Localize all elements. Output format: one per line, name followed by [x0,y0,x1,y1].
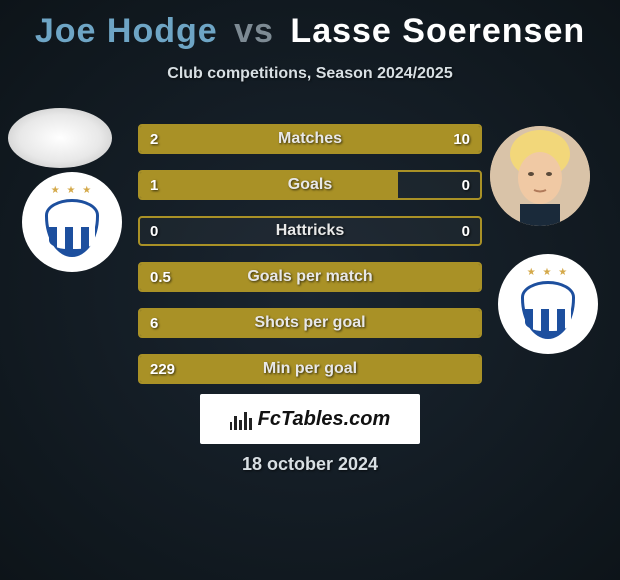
stat-label: Goals [140,172,480,198]
player2-avatar [490,126,590,226]
stat-bar: 229Min per goal [138,354,482,384]
player1-name: Joe Hodge [35,12,218,50]
stat-label: Shots per goal [140,310,480,336]
crest-stars-icon: ★ ★ ★ [37,185,107,196]
stat-bar: 0.5Goals per match [138,262,482,292]
stat-bar: 1Goals0 [138,170,482,200]
subtitle: Club competitions, Season 2024/2025 [0,65,620,83]
stats-bars: 2Matches101Goals00Hattricks00.5Goals per… [138,124,482,400]
fctables-text: FcTables.com [258,408,391,431]
fctables-logo-icon [230,408,252,430]
stat-value-right: 10 [453,126,470,152]
stat-bar: 0Hattricks0 [138,216,482,246]
stat-bar: 2Matches10 [138,124,482,154]
player2-name: Lasse Soerensen [290,12,585,50]
crest-stripes-icon [49,227,95,249]
stat-label: Goals per match [140,264,480,290]
crest-stars-icon: ★ ★ ★ [513,267,583,278]
stat-label: Matches [140,126,480,152]
stat-label: Min per goal [140,356,480,382]
stat-value-right: 0 [462,218,470,244]
vs-text: vs [234,12,274,50]
stat-value-right: 0 [462,172,470,198]
date-text: 18 october 2024 [0,454,620,475]
player2-club-crest: ★ ★ ★ [498,254,598,354]
stat-label: Hattricks [140,218,480,244]
player1-avatar [8,108,112,168]
player1-club-crest: ★ ★ ★ [22,172,122,272]
comparison-title: Joe Hodge vs Lasse Soerensen [0,0,620,51]
stat-bar: 6Shots per goal [138,308,482,338]
crest-stripes-icon [525,309,571,331]
fctables-badge: FcTables.com [200,394,420,444]
